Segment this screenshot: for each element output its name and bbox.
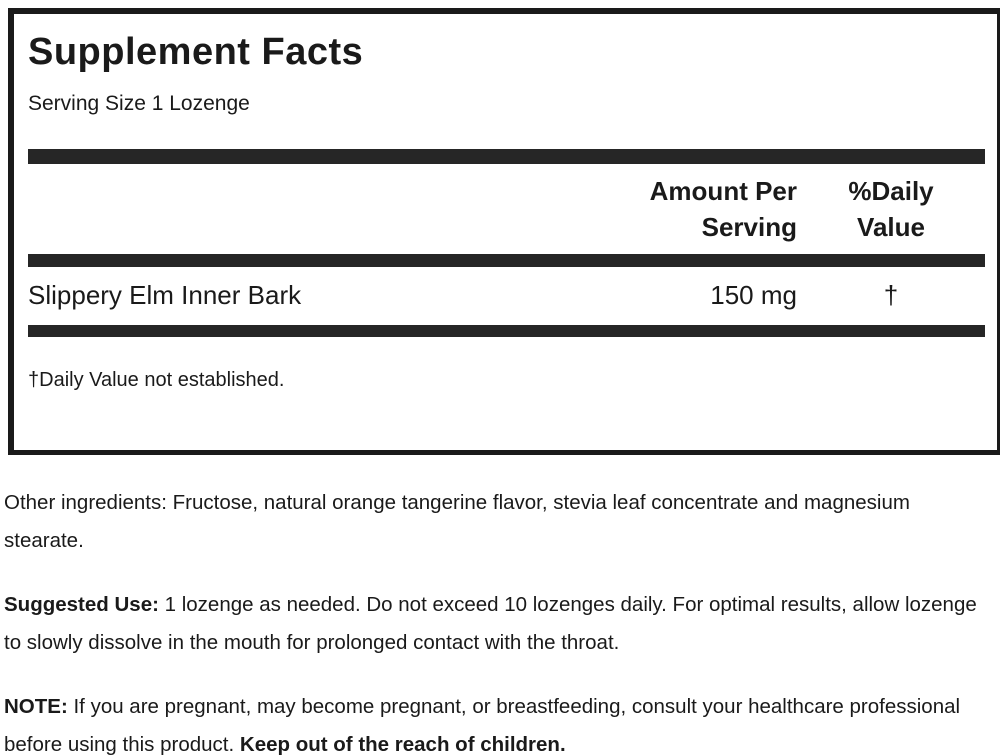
divider-bar-middle: [28, 253, 985, 267]
column-header-percent-daily-value: %Daily Value: [848, 175, 934, 242]
supplement-facts-panel: Supplement Facts Serving Size 1 Lozenge …: [8, 8, 1000, 455]
facts-title: Supplement Facts: [28, 31, 364, 73]
note-lead: NOTE:: [4, 695, 68, 718]
note-text: If you are pregnant, may become pregnant…: [4, 695, 961, 756]
ingredient-daily-value-dagger: †: [883, 279, 899, 310]
suggested-use-text: 1 lozenge as needed. Do not exceed 10 lo…: [4, 593, 977, 654]
note-emphasis: Keep out of the reach of children.: [239, 733, 566, 756]
other-ingredients-paragraph: Other ingredients: Fructose, natural ora…: [4, 484, 994, 560]
serving-size: Serving Size 1 Lozenge: [28, 91, 250, 115]
divider-bar-bottom: [28, 324, 985, 337]
divider-bar-top: [28, 148, 985, 164]
suggested-use-lead: Suggested Use:: [4, 593, 159, 616]
daily-value-footnote: †Daily Value not established.: [28, 368, 285, 391]
ingredient-name: Slippery Elm Inner Bark: [28, 279, 302, 310]
column-header-row: Amount Per Serving %Daily Value: [28, 173, 985, 245]
note-paragraph: NOTE: If you are pregnant, may become pr…: [4, 688, 994, 756]
ingredient-amount: 150 mg: [710, 279, 797, 310]
other-ingredients-text: Other ingredients: Fructose, natural ora…: [4, 491, 910, 552]
auxiliary-text-section: Other ingredients: Fructose, natural ora…: [0, 484, 1004, 756]
column-header-amount-per-serving: Amount Per Serving: [649, 175, 797, 242]
ingredient-row: Slippery Elm Inner Bark 150 mg †: [28, 267, 985, 325]
suggested-use-paragraph: Suggested Use: 1 lozenge as needed. Do n…: [4, 586, 994, 662]
